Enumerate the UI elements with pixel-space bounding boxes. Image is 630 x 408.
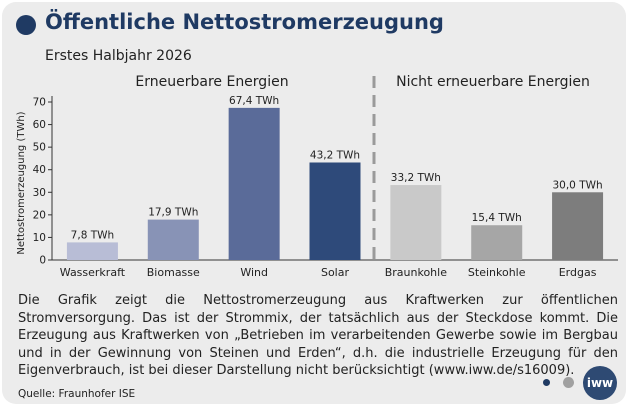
- bar-value-label: 67,4 TWh: [229, 95, 279, 107]
- x-tick-label: Braunkohle: [385, 266, 447, 279]
- bar-solar: [309, 162, 361, 260]
- y-tick-label: 70: [33, 97, 46, 109]
- title-bullet-icon: [16, 15, 36, 35]
- x-tick-label: Wasserkraft: [60, 266, 126, 279]
- bar-value-label: 17,9 TWh: [148, 207, 198, 219]
- y-tick-label: 40: [33, 164, 46, 176]
- bar-value-label: 33,2 TWh: [391, 172, 441, 184]
- bar-steinkohle: [471, 225, 523, 260]
- page-title: Öffentliche Nettostromerzeugung: [45, 10, 444, 34]
- x-tick-label: Wind: [240, 266, 268, 279]
- bar-value-label: 7,8 TWh: [71, 229, 115, 241]
- y-tick-label: 50: [33, 142, 46, 154]
- bar-erdgas: [552, 192, 604, 260]
- chart-subtitle: Erstes Halbjahr 2026: [45, 48, 192, 64]
- bar-value-label: 30,0 TWh: [552, 179, 602, 191]
- page-indicator-dot[interactable]: [563, 377, 574, 388]
- y-tick-label: 30: [33, 187, 46, 199]
- group-label-renewable: Erneuerbare Energien: [135, 74, 288, 90]
- bar-braunkohle: [390, 185, 442, 260]
- labels-layer: 7,8 TWh Wasserkraft 17,9 TWh Biomasse 67,4 T…: [60, 95, 603, 279]
- y-tick-label: 20: [33, 209, 46, 221]
- x-tick-label: Solar: [321, 266, 350, 279]
- x-tick-label: Steinkohle: [468, 266, 526, 279]
- y-tick-label: 60: [33, 119, 46, 131]
- y-tick-label: 0: [39, 255, 46, 267]
- bar-wasserkraft: [66, 242, 118, 260]
- group-label-nonrenewable: Nicht erneuerbare Energien: [396, 74, 590, 90]
- bar-value-label: 43,2 TWh: [310, 149, 360, 161]
- bar-biomasse: [147, 219, 199, 260]
- chart-card: Öffentliche Nettostromerzeugung Erstes H…: [2, 2, 626, 404]
- bar-wind: [228, 107, 280, 261]
- y-axis: 0 10 20 30 40 50 60 70: [33, 96, 618, 267]
- x-tick-label: Biomasse: [147, 266, 200, 279]
- y-axis-label: Nettostromerzeugung (TWh): [16, 111, 27, 254]
- y-tick-label: 10: [33, 232, 46, 244]
- bar-value-label: 15,4 TWh: [472, 212, 522, 224]
- iww-logo: iww: [583, 366, 617, 400]
- page-indicator-dot-active[interactable]: [543, 379, 550, 386]
- bars-layer: [66, 107, 604, 261]
- bar-chart: 0 10 20 30 40 50 60 70 7,8 TWh Wasserkraft 17,9 T…: [16, 74, 618, 279]
- x-tick-label: Erdgas: [559, 266, 597, 279]
- source-note: Quelle: Fraunhofer ISE: [18, 388, 136, 400]
- description-text: Die Grafik zeigt die Nettostromerzeugung…: [18, 293, 618, 378]
